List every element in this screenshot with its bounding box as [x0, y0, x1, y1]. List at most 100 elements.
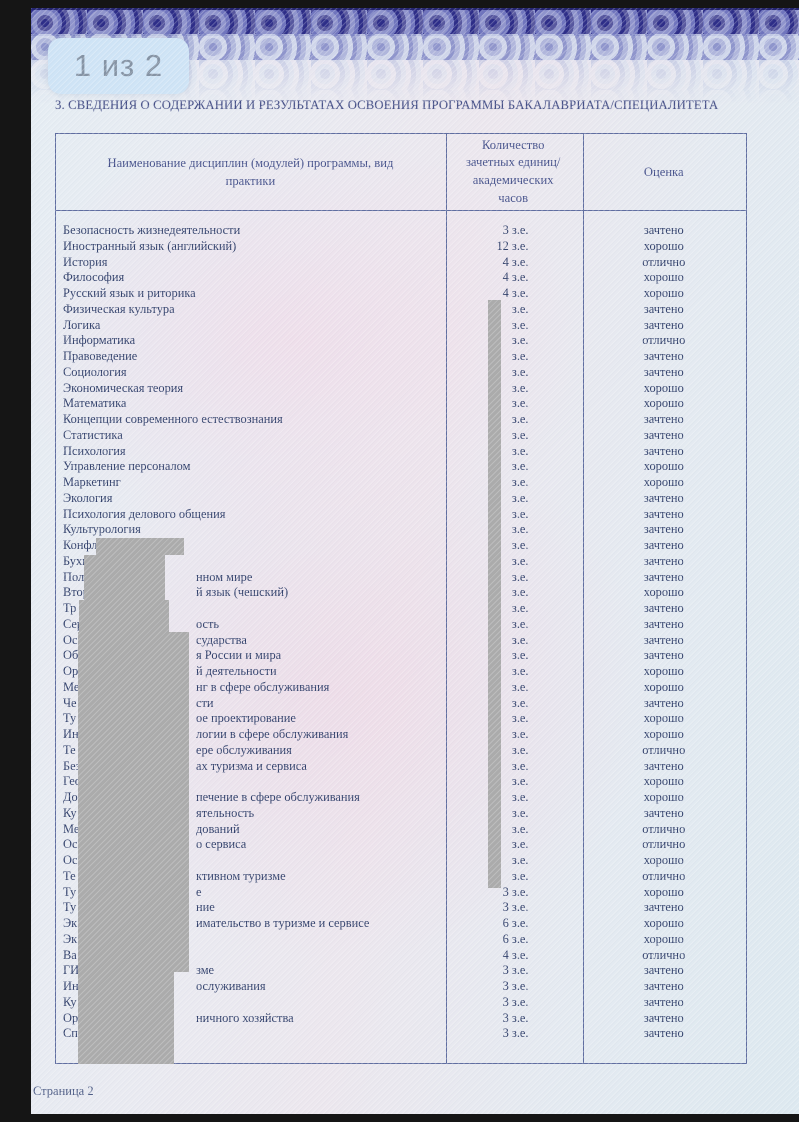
credits-cell: з.е.	[511, 443, 529, 458]
credits-cell: 4 з.е.	[502, 270, 529, 285]
redaction-box-credits	[488, 300, 501, 888]
grade-cell: отлично	[642, 742, 686, 757]
grade-cell: хорошо	[643, 727, 684, 741]
grade-cell: хорошо	[643, 286, 684, 300]
table-row: Иностранный язык (английский) 12 з.е. хоро…	[56, 239, 746, 255]
table-row: Гео з.е. хорошо	[56, 774, 746, 790]
course-name-cell: Ва	[63, 947, 77, 962]
credits-cell: 4 з.е.	[502, 254, 529, 269]
redaction-box-names	[78, 970, 174, 1064]
course-name-cell: Логика	[63, 317, 101, 332]
credits-cell: з.е.	[511, 632, 529, 647]
grade-cell: хорошо	[643, 790, 684, 804]
course-name-cell: Те ктивном туризме	[63, 868, 286, 883]
grade-cell: зачтено	[643, 490, 684, 505]
table-row: Тр з.е. зачтено	[56, 601, 746, 617]
credits-cell: з.е.	[511, 490, 529, 505]
credits-cell: 12 з.е.	[496, 238, 529, 253]
course-name-cell: Ос сударства	[63, 632, 247, 647]
grade-cell: зачтено	[643, 601, 684, 615]
table-row: Концепции современного естествознания з.е…	[56, 412, 746, 428]
grade-cell: зачтено	[643, 1026, 684, 1041]
table-row: Безопасность жизнедеятельности 3 з.е. зачт…	[56, 223, 746, 239]
grade-cell: зачтено	[643, 632, 684, 647]
table-row: Ва 4 з.е. отлично	[56, 948, 746, 964]
credits-cell: з.е.	[511, 821, 529, 836]
grade-cell: зачтено	[643, 349, 684, 363]
credits-cell: з.е.	[511, 868, 529, 883]
table-row: ГИ зме 3 з.е. зачтено	[56, 963, 746, 979]
table-row: Конфл з.е. зачтено	[56, 538, 746, 554]
grade-cell: зачтено	[643, 364, 684, 379]
redaction-box-names	[84, 555, 165, 603]
table-row: Экология з.е. зачтено	[56, 491, 746, 507]
course-name-cell: Ту ние	[63, 900, 215, 915]
grade-cell: хорошо	[643, 459, 684, 474]
credits-cell: з.е.	[511, 459, 529, 474]
redaction-box-names	[78, 632, 189, 972]
course-name-cell: Че сти	[63, 695, 214, 710]
credits-cell: з.е.	[511, 522, 529, 537]
table-row: Математика з.е. хорошо	[56, 396, 746, 412]
table-row: Ин ослуживания 3 з.е. зачтено	[56, 979, 746, 995]
table-row: Статистика з.е. зачтено	[56, 428, 746, 444]
grade-cell: зачтено	[643, 506, 684, 521]
column-divider	[583, 134, 584, 1063]
course-name-cell: Ос	[63, 853, 78, 867]
grade-cell: зачтено	[643, 758, 684, 773]
course-name-cell: Ту ое проектирование	[63, 711, 296, 726]
grade-cell: зачтено	[643, 412, 684, 426]
grade-cell: хорошо	[643, 585, 684, 600]
table-row: Ос сударства з.е. зачтено	[56, 633, 746, 649]
grade-cell: хорошо	[643, 396, 684, 411]
grade-cell: зачтено	[643, 427, 684, 442]
table-row: Информатика з.е. отлично	[56, 333, 746, 349]
table-row: Физическая культура з.е. зачтено	[56, 302, 746, 318]
course-name-cell: ГИ зме	[63, 963, 215, 978]
table-header-row: Наименование дисциплин (модулей) програм…	[56, 134, 746, 211]
course-name-cell: Концепции современного естествознания	[63, 412, 283, 426]
grade-cell: хорошо	[643, 475, 684, 489]
credits-cell: з.е.	[511, 364, 529, 379]
table-row: Ос о сервиса з.е. отлично	[56, 837, 746, 853]
grade-cell: хорошо	[643, 664, 684, 678]
credits-cell: з.е.	[511, 790, 529, 804]
course-name-cell: Культурология	[63, 522, 141, 537]
credits-cell: з.е.	[511, 805, 529, 820]
grade-cell: зачтено	[643, 695, 684, 710]
credits-cell: з.е.	[511, 727, 529, 741]
grade-cell: хорошо	[643, 679, 684, 694]
course-name-cell: Эк имательство в туризме и сервисе	[63, 916, 370, 930]
grade-cell: зачтено	[643, 301, 684, 316]
grade-cell: зачтено	[643, 1010, 684, 1025]
table-row: Ор й деятельности з.е. хорошо	[56, 664, 746, 680]
grade-cell: отлично	[642, 254, 686, 269]
course-name-cell: Ор й деятельности	[63, 664, 277, 678]
table-row: Культурология з.е. зачтено	[56, 522, 746, 538]
grade-cell: отлично	[642, 947, 686, 962]
table-row: Русский язык и риторика 4 з.е. хорошо	[56, 286, 746, 302]
course-name-cell: Сер ость	[63, 616, 220, 631]
course-name-cell: Ту е	[63, 884, 202, 899]
course-name-cell: История	[63, 254, 108, 269]
table-body: Безопасность жизнедеятельности 3 з.е. зачт…	[56, 211, 746, 1042]
course-name-cell: Тр	[63, 601, 77, 615]
grade-cell: хорошо	[643, 884, 684, 899]
course-name-cell: Гео	[63, 774, 81, 789]
credits-cell: з.е.	[511, 301, 529, 316]
course-name-cell: Психология делового общения	[63, 506, 226, 521]
credits-cell: 6 з.е.	[502, 916, 529, 930]
course-name-cell: Социология	[63, 364, 127, 379]
credits-cell: з.е.	[511, 695, 529, 710]
credits-cell: з.е.	[511, 853, 529, 867]
table-row: Ме дований з.е. отлично	[56, 822, 746, 838]
credits-cell: з.е.	[511, 475, 529, 489]
course-name-cell: Ку ятельность	[63, 805, 255, 820]
credits-cell: з.е.	[511, 412, 529, 426]
table-row: Сп 3 з.е. зачтено	[56, 1026, 746, 1042]
table-row: Экономическая теория з.е. хорошо	[56, 381, 746, 397]
credits-cell: з.е.	[511, 506, 529, 521]
course-name-cell: Без ах туризма и сервиса	[63, 758, 307, 773]
grade-cell: отлично	[642, 821, 686, 836]
credits-cell: з.е.	[511, 585, 529, 600]
